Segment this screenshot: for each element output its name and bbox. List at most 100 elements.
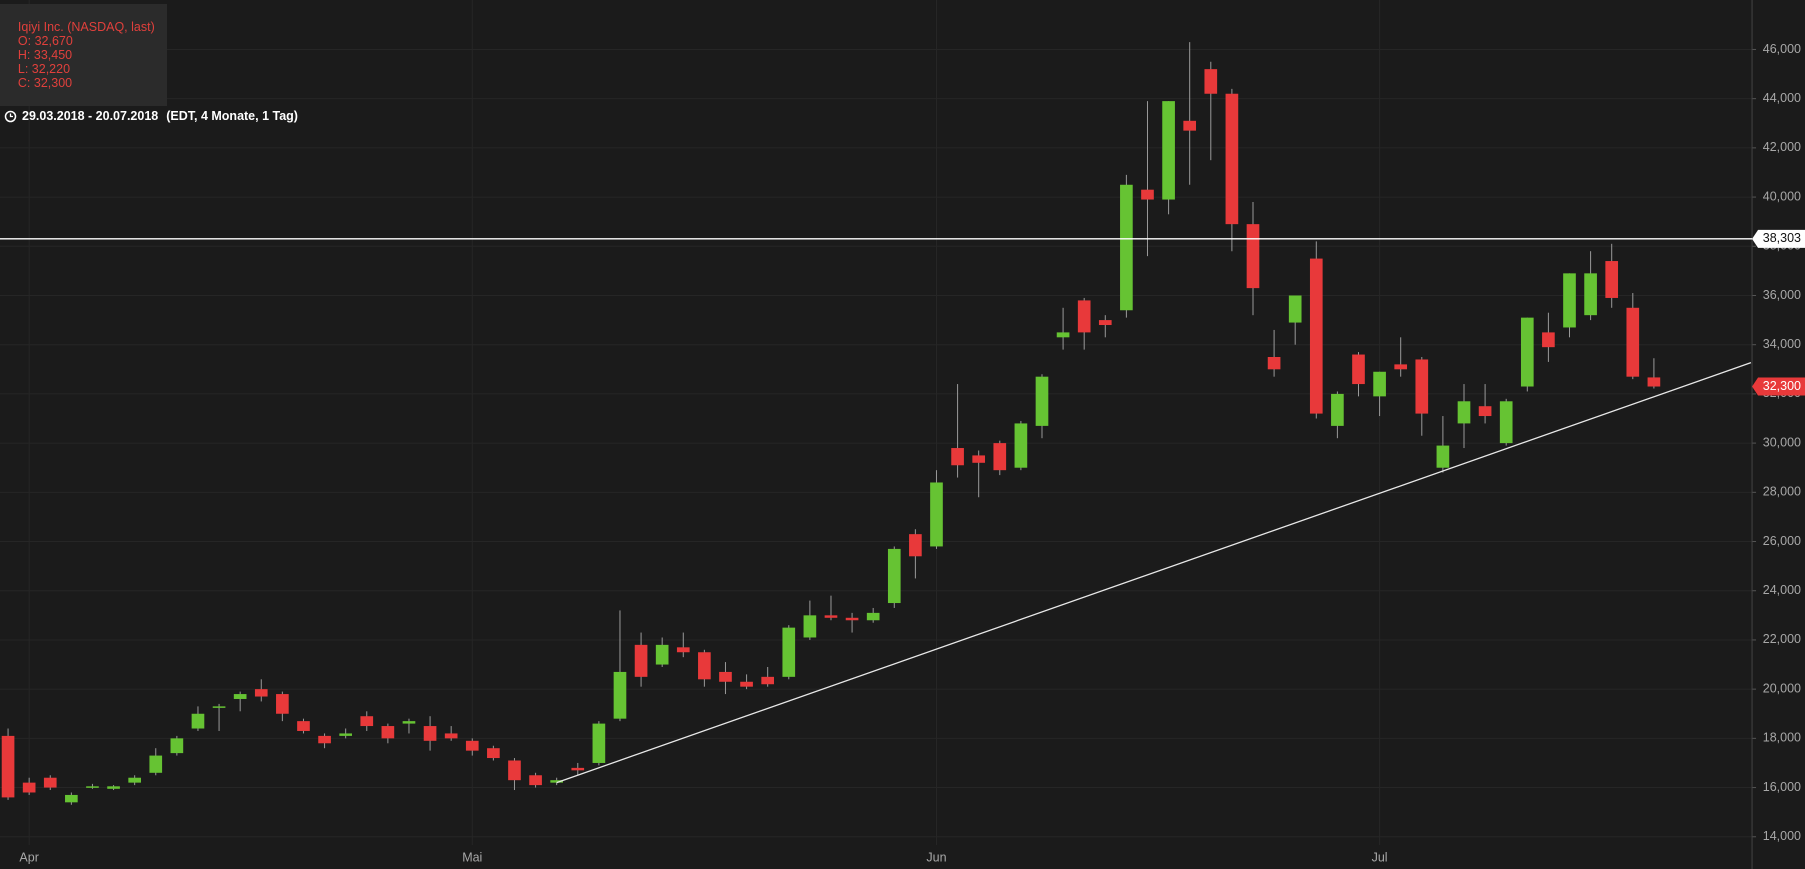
candle-body bbox=[487, 748, 500, 759]
candle-body bbox=[1626, 307, 1640, 377]
y-tick-label: 42,000 bbox=[1763, 140, 1801, 154]
candle-body bbox=[339, 733, 352, 736]
candle-body bbox=[845, 617, 859, 621]
candle-body bbox=[698, 652, 711, 680]
candle-body bbox=[1647, 377, 1661, 387]
y-tick-label: 22,000 bbox=[1763, 632, 1801, 646]
candle-body bbox=[381, 726, 395, 739]
candle-body bbox=[318, 735, 331, 744]
candle-body bbox=[1542, 332, 1555, 348]
candle-body bbox=[529, 775, 542, 786]
x-tick-label: Jul bbox=[1372, 850, 1388, 864]
candle-body bbox=[887, 548, 901, 604]
candle-body bbox=[465, 740, 479, 751]
x-tick-label: Mai bbox=[462, 850, 482, 864]
trendline bbox=[556, 362, 1752, 784]
candle-body bbox=[909, 534, 922, 557]
candle-body bbox=[972, 455, 986, 463]
candle-body bbox=[1288, 295, 1302, 323]
candle-body bbox=[1352, 354, 1365, 385]
candle-body bbox=[676, 647, 690, 653]
candle-body bbox=[254, 689, 268, 697]
candle-body bbox=[1120, 184, 1133, 311]
candle-body bbox=[592, 723, 606, 763]
candle-body bbox=[1520, 317, 1534, 387]
date-range: 29.03.2018 - 20.07.2018 bbox=[22, 109, 159, 123]
candle-body bbox=[191, 713, 205, 729]
candle-body bbox=[1225, 93, 1239, 225]
candle-body bbox=[1014, 423, 1028, 468]
ohlc-open: O: 32,670 bbox=[17, 34, 73, 48]
candle-body bbox=[86, 786, 99, 788]
candle-body bbox=[1098, 320, 1112, 326]
candle-body bbox=[1331, 393, 1344, 426]
candle-body bbox=[444, 733, 458, 739]
y-tick-label: 20,000 bbox=[1763, 681, 1801, 695]
candle-body bbox=[1499, 401, 1513, 444]
x-tick-label: Jun bbox=[926, 850, 946, 864]
candle-body bbox=[1309, 258, 1323, 414]
candle-body bbox=[22, 782, 36, 793]
ohlc-close: C: 32,300 bbox=[17, 76, 73, 90]
candle-body bbox=[1, 735, 15, 798]
candle-body bbox=[803, 615, 817, 638]
y-tick-label: 28,000 bbox=[1763, 485, 1801, 499]
candle-body bbox=[550, 780, 564, 783]
y-tick-label: 16,000 bbox=[1763, 780, 1801, 794]
candle-body bbox=[233, 694, 247, 699]
y-tick-label: 18,000 bbox=[1763, 731, 1801, 745]
candle-body bbox=[824, 615, 838, 618]
range-line: 29.03.2018 - 20.07.2018 (EDT, 4 Monate, … bbox=[0, 106, 310, 126]
candle-body bbox=[1246, 224, 1260, 289]
candle-body bbox=[360, 716, 374, 727]
y-tick-label: 40,000 bbox=[1763, 189, 1801, 203]
last-price-tag-label: 32,300 bbox=[1763, 379, 1801, 393]
y-tick-label: 30,000 bbox=[1763, 435, 1801, 449]
x-tick-label: Apr bbox=[19, 850, 38, 864]
candle-body bbox=[1056, 332, 1070, 338]
candle-body bbox=[782, 627, 796, 677]
clock-icon bbox=[4, 110, 17, 122]
candle-body bbox=[402, 721, 416, 724]
candle-body bbox=[65, 794, 78, 803]
candle-body bbox=[1141, 189, 1154, 200]
chart-header: Iqiyi Inc. (NASDAQ, last) O: 32,670 H: 3… bbox=[0, 4, 310, 126]
candle-body bbox=[613, 671, 627, 719]
candle-body bbox=[655, 644, 669, 665]
candle-body bbox=[634, 644, 648, 677]
y-tick-label: 44,000 bbox=[1763, 91, 1801, 105]
hline-tag-label: 38,303 bbox=[1763, 231, 1801, 245]
candle-body bbox=[740, 681, 753, 687]
candle-body bbox=[508, 760, 521, 781]
candle-body bbox=[866, 612, 880, 621]
y-tick-label: 34,000 bbox=[1763, 337, 1801, 351]
candle-body bbox=[1605, 261, 1619, 298]
instrument-line: Iqiyi Inc. (NASDAQ, last) O: 32,670 H: 3… bbox=[0, 4, 167, 106]
candle-body bbox=[1457, 401, 1471, 424]
ohlc-low: L: 32,220 bbox=[17, 62, 71, 76]
candle-body bbox=[1373, 371, 1386, 397]
candle-body bbox=[1415, 359, 1429, 414]
instrument-title: Iqiyi Inc. (NASDAQ, last) bbox=[17, 20, 155, 34]
candle-body bbox=[43, 777, 57, 788]
candle-body bbox=[170, 738, 184, 754]
candle-body bbox=[1162, 101, 1175, 200]
candle-body bbox=[423, 726, 437, 741]
candle-body bbox=[571, 767, 585, 771]
y-tick-label: 24,000 bbox=[1763, 583, 1801, 597]
candle-body bbox=[1394, 364, 1408, 370]
candle-body bbox=[1204, 69, 1218, 94]
candle-body bbox=[993, 443, 1007, 471]
candle-body bbox=[1436, 445, 1450, 468]
candle-body bbox=[1183, 120, 1197, 131]
candle-body bbox=[297, 721, 310, 731]
candle-body bbox=[951, 448, 964, 466]
range-info: (EDT, 4 Monate, 1 Tag) bbox=[166, 109, 298, 123]
candle-body bbox=[276, 694, 289, 714]
candle-body bbox=[930, 482, 943, 547]
y-tick-label: 14,000 bbox=[1763, 829, 1801, 843]
candle-body bbox=[1563, 273, 1576, 328]
candle-body bbox=[212, 706, 226, 708]
candle-body bbox=[1584, 273, 1597, 316]
